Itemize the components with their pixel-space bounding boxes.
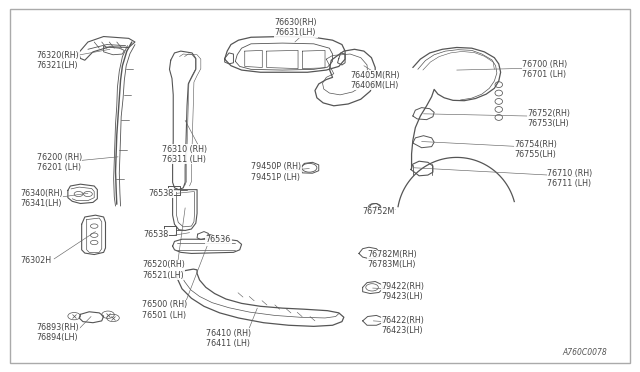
Text: 76893(RH)
76894(LH): 76893(RH) 76894(LH) xyxy=(36,323,79,342)
Text: 76500 (RH)
76501 (LH): 76500 (RH) 76501 (LH) xyxy=(142,300,187,320)
Text: 76710 (RH)
76711 (LH): 76710 (RH) 76711 (LH) xyxy=(547,169,592,188)
Text: A760C0078: A760C0078 xyxy=(563,347,607,357)
Text: 76520(RH)
76521(LH): 76520(RH) 76521(LH) xyxy=(142,260,185,279)
Text: 76200 (RH)
76201 (LH): 76200 (RH) 76201 (LH) xyxy=(36,153,82,172)
Text: 76302H: 76302H xyxy=(20,256,51,265)
Text: 76538: 76538 xyxy=(143,230,168,238)
Text: 76630(RH)
76631(LH): 76630(RH) 76631(LH) xyxy=(275,18,317,37)
Text: 76782M(RH)
76783M(LH): 76782M(RH) 76783M(LH) xyxy=(367,250,417,269)
Text: 76405M(RH)
76406M(LH): 76405M(RH) 76406M(LH) xyxy=(350,71,400,90)
Text: 76422(RH)
76423(LH): 76422(RH) 76423(LH) xyxy=(381,315,424,335)
Text: 76754(RH)
76755(LH): 76754(RH) 76755(LH) xyxy=(515,140,557,159)
Text: 76752(RH)
76753(LH): 76752(RH) 76753(LH) xyxy=(527,109,570,128)
Text: 76320(RH)
76321(LH): 76320(RH) 76321(LH) xyxy=(36,51,79,70)
Text: 76538: 76538 xyxy=(148,189,174,198)
Text: 76310 (RH)
76311 (LH): 76310 (RH) 76311 (LH) xyxy=(162,145,207,164)
Text: 76752M: 76752M xyxy=(363,207,395,216)
FancyBboxPatch shape xyxy=(10,9,630,363)
Text: 76700 (RH)
76701 (LH): 76700 (RH) 76701 (LH) xyxy=(522,60,567,79)
Text: 76340(RH)
76341(LH): 76340(RH) 76341(LH) xyxy=(20,189,63,208)
Text: 76410 (RH)
76411 (LH): 76410 (RH) 76411 (LH) xyxy=(206,329,251,348)
Text: 76536: 76536 xyxy=(206,235,231,244)
Text: 79450P (RH)
79451P (LH): 79450P (RH) 79451P (LH) xyxy=(251,163,301,182)
Text: 79422(RH)
79423(LH): 79422(RH) 79423(LH) xyxy=(381,282,424,301)
